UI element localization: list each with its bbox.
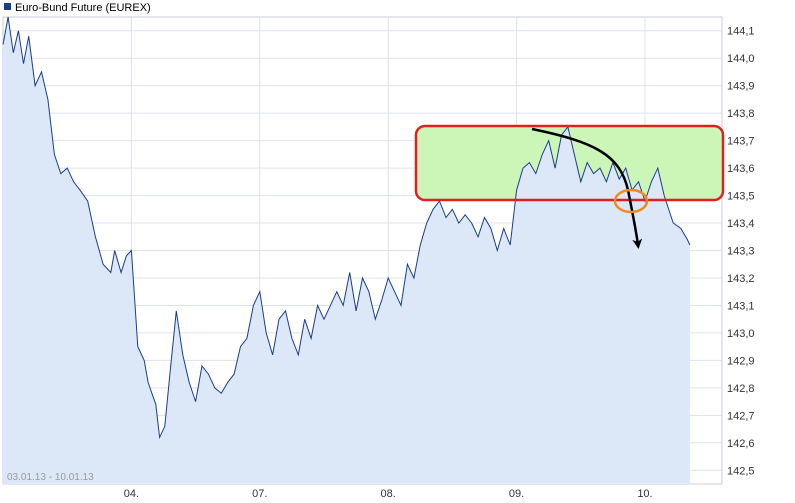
x-tick-label: 08. — [381, 488, 396, 500]
y-tick-label: 143,5 — [727, 191, 755, 203]
date-range-label: 03.01.13 - 10.01.13 — [7, 472, 94, 483]
y-tick-label: 142,8 — [727, 383, 755, 395]
y-axis-ticks: 142,5 142,6 142,7 142,8 142,9 143,0 143,1 143,2… — [727, 26, 755, 478]
y-tick-label: 143,0 — [727, 328, 755, 340]
trend-arrow — [531, 127, 643, 249]
y-tick-label: 143,8 — [727, 108, 755, 120]
y-tick-label: 143,6 — [727, 163, 755, 175]
y-tick-label: 143,4 — [727, 218, 755, 230]
annotations — [414, 124, 725, 249]
y-tick-label: 142,5 — [727, 465, 755, 477]
highlight-box — [414, 124, 725, 202]
breakout-circle — [613, 188, 649, 214]
x-tick-label: 07. — [252, 488, 267, 500]
x-tick-label: 10. — [637, 488, 652, 500]
y-tick-label: 144,0 — [727, 53, 755, 65]
y-tick-label: 143,1 — [727, 300, 755, 312]
x-tick-label: 09. — [509, 488, 524, 500]
y-tick-label: 143,2 — [727, 273, 755, 285]
chart-title: Euro-Bund Future (EUREX) — [15, 2, 151, 14]
y-tick-label: 143,7 — [727, 136, 755, 148]
y-tick-label: 144,1 — [727, 26, 755, 38]
y-tick-label: 143,9 — [727, 81, 755, 93]
x-axis-ticks: 04. 07. 08. 09. 10. — [124, 488, 653, 500]
price-line — [2, 16, 691, 440]
price-area — [3, 17, 690, 484]
legend-color-square — [4, 3, 11, 10]
y-tick-label: 142,9 — [727, 355, 755, 367]
y-tick-label: 143,3 — [727, 246, 755, 258]
y-tick-label: 142,6 — [727, 438, 755, 450]
y-tick-label: 142,7 — [727, 410, 755, 422]
x-tick-label: 04. — [124, 488, 139, 500]
